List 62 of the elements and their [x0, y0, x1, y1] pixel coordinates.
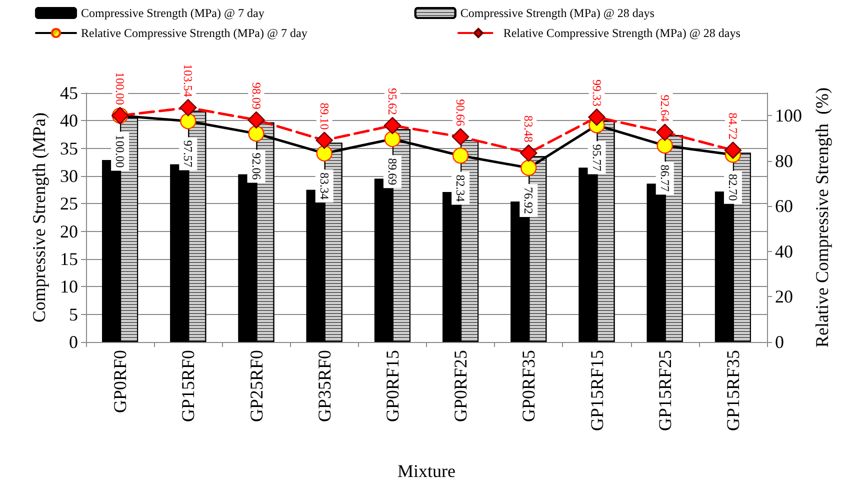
y-axis-title: Compressive Strength (MPa)	[29, 112, 49, 322]
data-label: 97.57	[181, 140, 196, 168]
data-label: 76.92	[522, 186, 536, 214]
data-label: 95.77	[590, 144, 604, 172]
y2-tick-label: 100	[775, 106, 802, 126]
data-label: 98.09	[249, 82, 264, 110]
y2-tick-label: 0	[775, 332, 784, 352]
data-label: 99.33	[590, 80, 604, 107]
y-tick-label: 25	[60, 194, 78, 214]
point	[384, 116, 402, 134]
point	[520, 144, 538, 162]
x-tick-label: GP0RF35	[518, 350, 539, 422]
data-label: 95.62	[385, 88, 400, 115]
data-label: 83.48	[522, 115, 536, 142]
data-label: 100.00	[113, 134, 128, 168]
y2-axis-title: Relative Compressive Strength (%)	[812, 88, 832, 348]
legend-label: Compressive Strength (MPa) @ 28 days	[460, 6, 655, 20]
data-label: 83.34	[317, 172, 332, 200]
x-axis-title: Mixture	[398, 461, 456, 481]
y2-tick-label: 80	[775, 150, 793, 171]
point	[180, 99, 197, 116]
y2-tick-label: 60	[775, 196, 793, 216]
point	[248, 111, 265, 129]
data-label: 82.70	[726, 174, 740, 201]
x-tick-label: GP15RF0	[178, 350, 198, 422]
data-label: 82.34	[454, 174, 468, 202]
point	[724, 142, 742, 159]
legend-label: Relative Compressive Strength (MPa) @ 7 day	[81, 26, 308, 40]
y-tick-label: 40	[60, 110, 78, 131]
y-tick-label: 30	[60, 166, 78, 186]
x-tick-label: GP0RF25	[450, 350, 471, 422]
point	[316, 132, 333, 149]
y2-tick-label: 20	[775, 286, 793, 307]
x-tick-label: GP0RF0	[110, 350, 130, 414]
data-label: 89.10	[317, 102, 332, 130]
y-tick-label: 10	[60, 276, 78, 297]
data-label: 92.64	[658, 94, 672, 122]
x-tick-label: GP0RF15	[382, 350, 402, 422]
legend-label: Compressive Strength (MPa) @ 7 day	[81, 6, 264, 20]
y-tick-label: 15	[60, 249, 78, 269]
data-label: 90.66	[454, 99, 468, 126]
data-label: 84.72	[726, 112, 740, 140]
y-tick-label: 45	[60, 83, 78, 103]
data-label: 89.69	[385, 158, 400, 186]
point	[588, 108, 606, 126]
y-tick-label: 35	[60, 138, 78, 158]
x-tick-label: GP15RF15	[586, 350, 607, 432]
x-tick-label: GP35RF0	[314, 350, 334, 422]
point	[452, 128, 470, 146]
data-label: 92.06	[249, 152, 264, 180]
data-label: 100.00	[113, 72, 128, 106]
y2-tick-label: 40	[775, 241, 793, 262]
data-label: 86.77	[658, 164, 672, 192]
y-tick-label: 5	[69, 304, 78, 324]
y-tick-label: 20	[60, 221, 78, 242]
x-tick-label: GP15RF35	[722, 350, 743, 432]
point	[656, 124, 674, 141]
legend-label: Relative Compressive Strength (MPa) @ 28 days	[503, 26, 741, 40]
x-tick-label: GP15RF25	[654, 350, 675, 432]
x-tick-label: GP25RF0	[246, 350, 266, 422]
data-label: 103.54	[181, 64, 196, 98]
y-tick-label: 0	[69, 332, 78, 352]
